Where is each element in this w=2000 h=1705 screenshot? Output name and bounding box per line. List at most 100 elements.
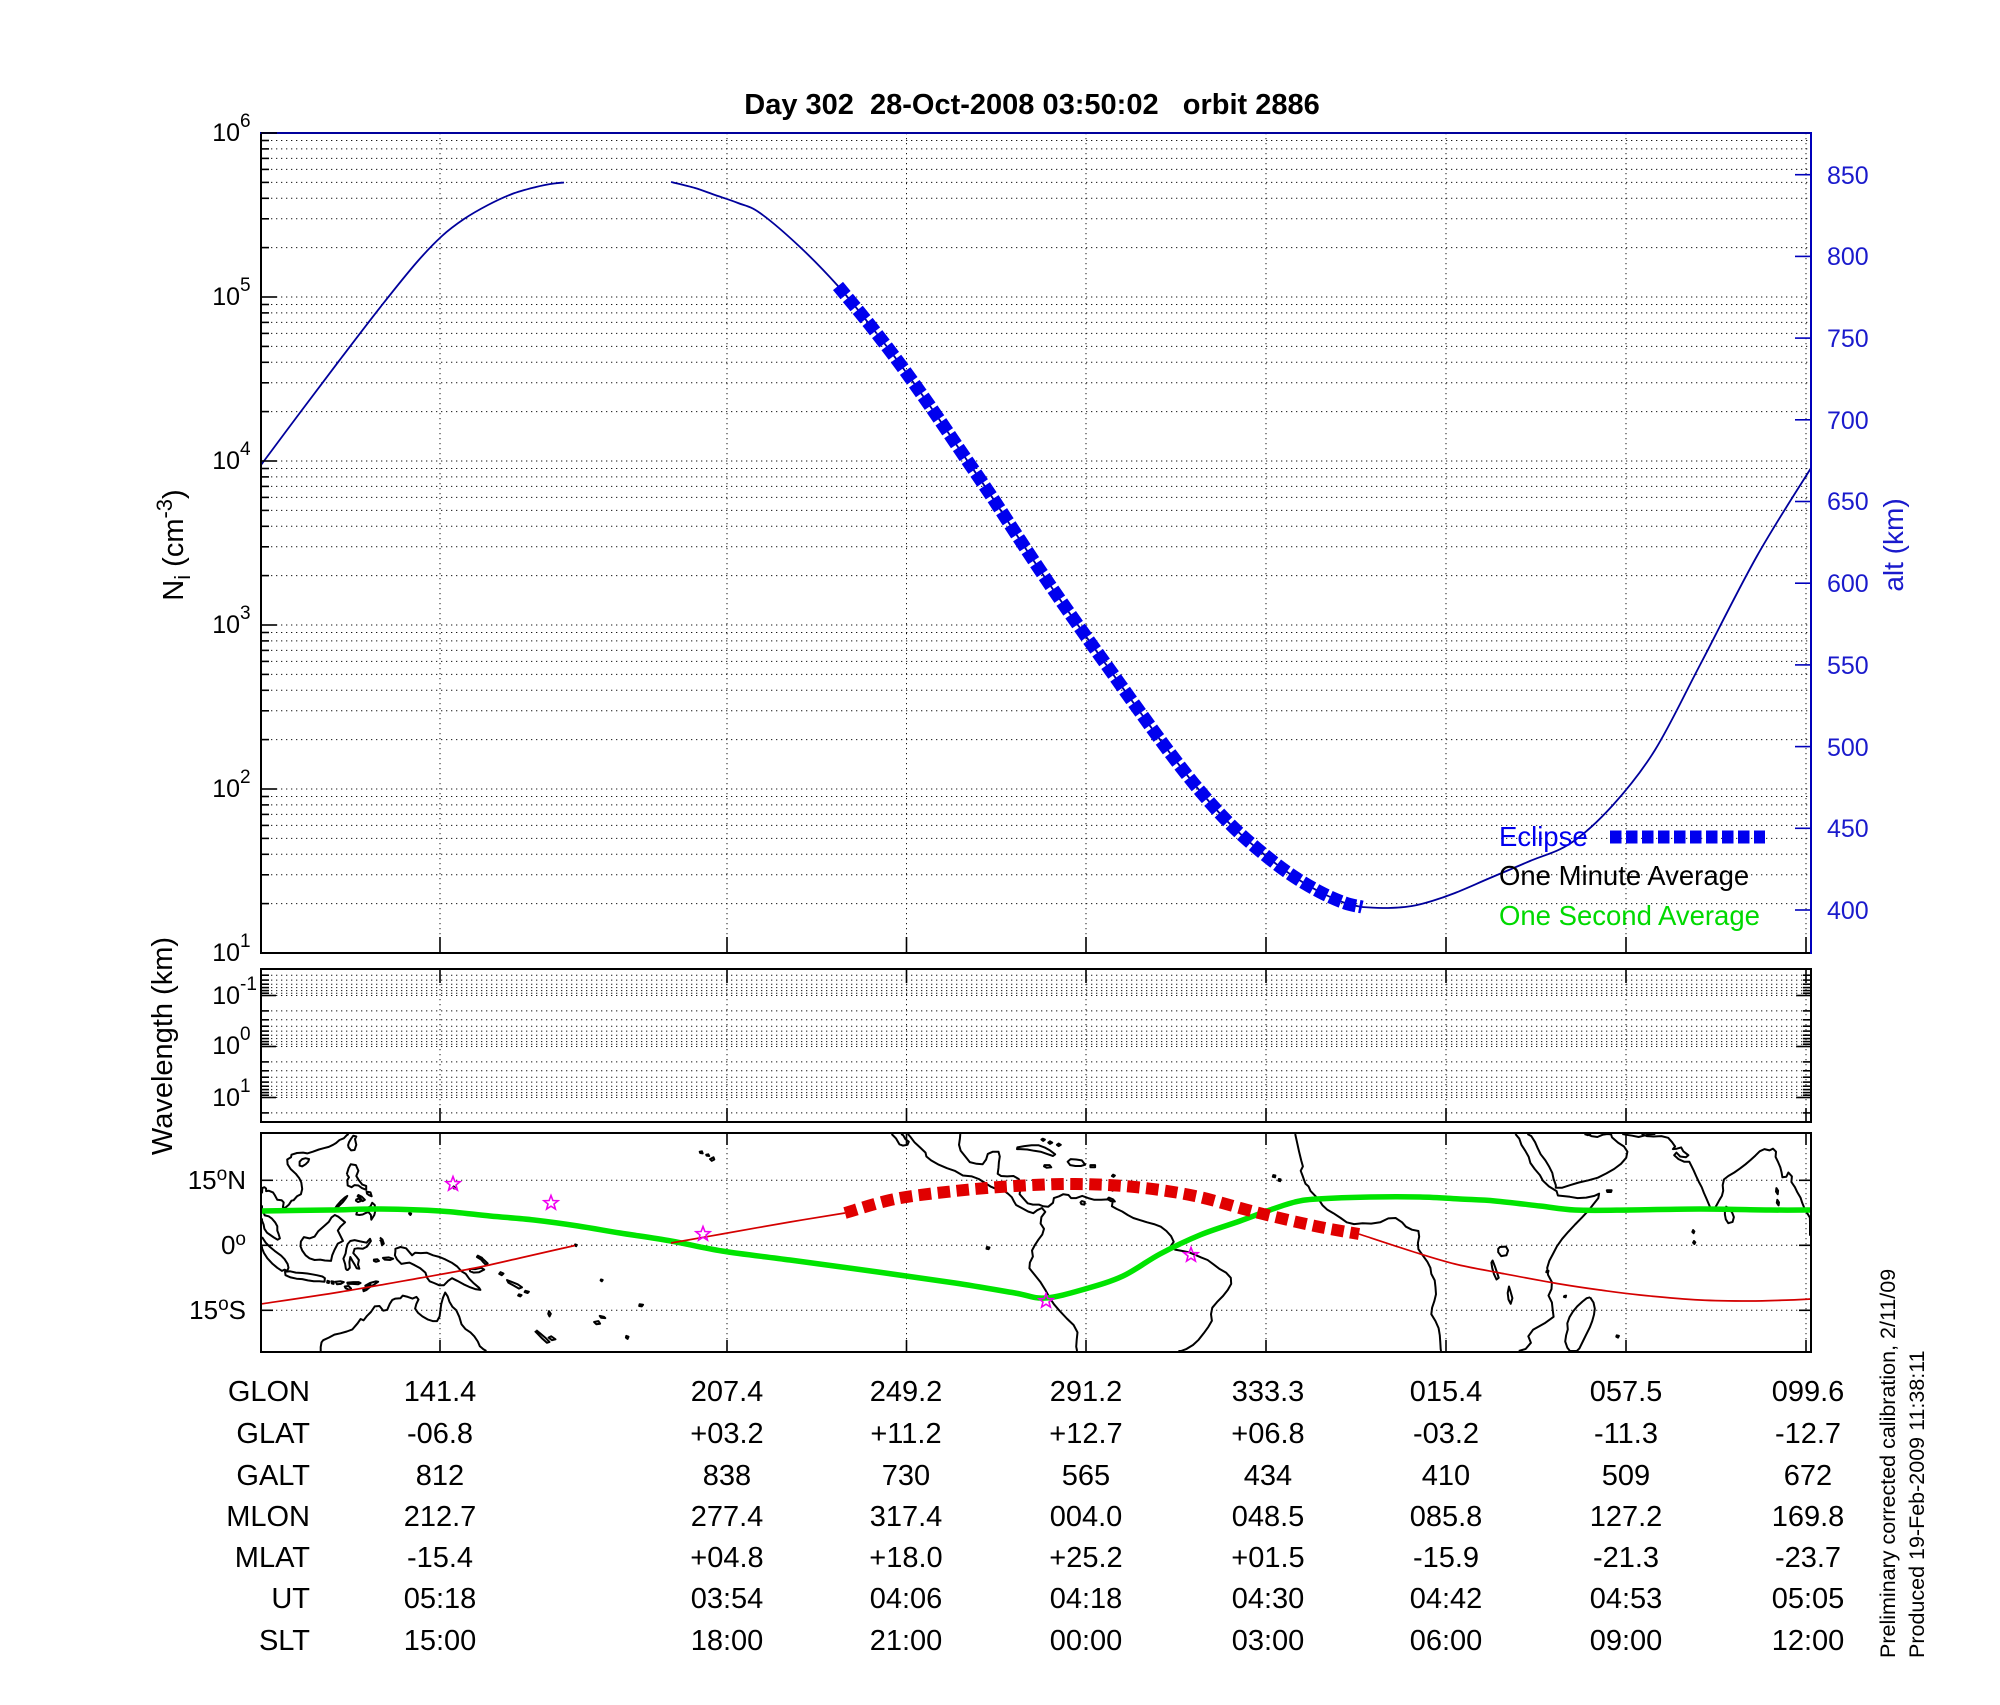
- svg-text:18:00: 18:00: [691, 1625, 764, 1657]
- svg-text:10: 10: [212, 1084, 240, 1112]
- svg-text:+04.8: +04.8: [690, 1542, 763, 1574]
- svg-text:One Minute Average: One Minute Average: [1499, 860, 1749, 891]
- svg-text:UT: UT: [271, 1583, 310, 1615]
- svg-text:500: 500: [1827, 734, 1869, 762]
- svg-text:12:00: 12:00: [1772, 1625, 1845, 1657]
- svg-text:812: 812: [416, 1460, 464, 1492]
- svg-text:-23.7: -23.7: [1775, 1542, 1841, 1574]
- svg-text:Preliminary corrected calibrat: Preliminary corrected calibration, 2/11/…: [1876, 1269, 1900, 1658]
- svg-text:Day 302 28-Oct-2008 03:50:02: Day 302 28-Oct-2008 03:50:02 orbit 2886: [744, 89, 1320, 121]
- svg-text:317.4: 317.4: [870, 1501, 943, 1533]
- svg-text:-15.9: -15.9: [1413, 1542, 1479, 1574]
- svg-text:SLT: SLT: [259, 1625, 310, 1657]
- svg-text:838: 838: [703, 1460, 751, 1492]
- svg-text:15:00: 15:00: [404, 1625, 477, 1657]
- svg-text:03:54: 03:54: [691, 1583, 764, 1615]
- svg-text:-12.7: -12.7: [1775, 1418, 1841, 1450]
- svg-text:10: 10: [212, 775, 240, 803]
- svg-text:169.8: 169.8: [1772, 1501, 1845, 1533]
- svg-text:-03.2: -03.2: [1413, 1418, 1479, 1450]
- svg-text:099.6: 099.6: [1772, 1376, 1845, 1408]
- svg-text:3: 3: [240, 603, 251, 624]
- svg-text:207.4: 207.4: [691, 1376, 764, 1408]
- svg-text:10: 10: [212, 982, 240, 1010]
- svg-text:434: 434: [1244, 1460, 1292, 1492]
- svg-text:+06.8: +06.8: [1231, 1418, 1304, 1450]
- svg-text:09:00: 09:00: [1590, 1625, 1663, 1657]
- svg-text:-06.8: -06.8: [407, 1418, 473, 1450]
- svg-text:5: 5: [240, 275, 251, 296]
- svg-text:410: 410: [1422, 1460, 1470, 1492]
- svg-text:1: 1: [240, 931, 251, 952]
- svg-text:05:05: 05:05: [1772, 1583, 1845, 1615]
- svg-text:06:00: 06:00: [1410, 1625, 1483, 1657]
- svg-text:249.2: 249.2: [870, 1376, 943, 1408]
- svg-text:085.8: 085.8: [1410, 1501, 1483, 1533]
- svg-text:333.3: 333.3: [1232, 1376, 1305, 1408]
- svg-text:+01.5: +01.5: [1231, 1542, 1304, 1574]
- svg-text:291.2: 291.2: [1050, 1376, 1123, 1408]
- svg-text:15oS: 15oS: [189, 1294, 246, 1325]
- svg-text:alt (km): alt (km): [1878, 498, 1909, 591]
- svg-text:04:42: 04:42: [1410, 1583, 1483, 1615]
- svg-text:6: 6: [240, 111, 251, 132]
- svg-text:141.4: 141.4: [404, 1376, 477, 1408]
- svg-text:800: 800: [1827, 243, 1869, 271]
- svg-text:672: 672: [1784, 1460, 1832, 1492]
- svg-text:048.5: 048.5: [1232, 1501, 1305, 1533]
- svg-text:Wavelength (km): Wavelength (km): [147, 937, 179, 1155]
- svg-text:One Second Average: One Second Average: [1499, 900, 1760, 931]
- svg-text:400: 400: [1827, 897, 1869, 925]
- svg-text:00:00: 00:00: [1050, 1625, 1123, 1657]
- svg-text:0: 0: [240, 1024, 251, 1045]
- svg-text:-15.4: -15.4: [407, 1542, 473, 1574]
- svg-text:850: 850: [1827, 162, 1869, 190]
- svg-text:730: 730: [882, 1460, 930, 1492]
- svg-text:GLON: GLON: [228, 1376, 310, 1408]
- svg-text:04:53: 04:53: [1590, 1583, 1663, 1615]
- svg-text:565: 565: [1062, 1460, 1110, 1492]
- svg-text:+18.0: +18.0: [869, 1542, 942, 1574]
- svg-text:004.0: 004.0: [1050, 1501, 1123, 1533]
- svg-text:-1: -1: [240, 974, 257, 995]
- svg-text:04:30: 04:30: [1232, 1583, 1305, 1615]
- svg-text:GLAT: GLAT: [236, 1418, 310, 1450]
- svg-text:509: 509: [1602, 1460, 1650, 1492]
- svg-text:21:00: 21:00: [870, 1625, 943, 1657]
- svg-text:550: 550: [1827, 652, 1869, 680]
- svg-text:10: 10: [212, 939, 240, 967]
- svg-text:450: 450: [1827, 815, 1869, 843]
- svg-text:057.5: 057.5: [1590, 1376, 1663, 1408]
- svg-text:+12.7: +12.7: [1049, 1418, 1122, 1450]
- svg-text:750: 750: [1827, 325, 1869, 353]
- svg-text:10: 10: [212, 119, 240, 147]
- svg-text:+11.2: +11.2: [870, 1418, 941, 1450]
- svg-text:4: 4: [240, 439, 251, 460]
- svg-text:MLAT: MLAT: [235, 1542, 310, 1574]
- svg-text:MLON: MLON: [226, 1501, 310, 1533]
- svg-text:-11.3: -11.3: [1594, 1418, 1658, 1450]
- svg-text:10: 10: [212, 283, 240, 311]
- svg-text:-21.3: -21.3: [1593, 1542, 1659, 1574]
- svg-text:650: 650: [1827, 488, 1869, 516]
- svg-text:015.4: 015.4: [1410, 1376, 1483, 1408]
- svg-text:+25.2: +25.2: [1049, 1542, 1122, 1574]
- svg-text:277.4: 277.4: [691, 1501, 764, 1533]
- svg-text:+03.2: +03.2: [690, 1418, 763, 1450]
- svg-text:10: 10: [212, 611, 240, 639]
- svg-text:700: 700: [1827, 407, 1869, 435]
- svg-text:1: 1: [240, 1076, 251, 1097]
- svg-text:GALT: GALT: [236, 1460, 310, 1492]
- svg-text:05:18: 05:18: [404, 1583, 477, 1615]
- svg-text:212.7: 212.7: [404, 1501, 477, 1533]
- svg-text:2: 2: [240, 767, 251, 788]
- svg-text:10: 10: [212, 447, 240, 475]
- svg-text:600: 600: [1827, 570, 1869, 598]
- svg-text:03:00: 03:00: [1232, 1625, 1305, 1657]
- svg-text:04:06: 04:06: [870, 1583, 943, 1615]
- svg-text:Produced 19-Feb-2009 11:38:11: Produced 19-Feb-2009 11:38:11: [1905, 1350, 1929, 1658]
- svg-text:127.2: 127.2: [1590, 1501, 1663, 1533]
- svg-text:Eclipse: Eclipse: [1499, 821, 1588, 852]
- svg-text:10: 10: [212, 1032, 240, 1060]
- svg-text:04:18: 04:18: [1050, 1583, 1123, 1615]
